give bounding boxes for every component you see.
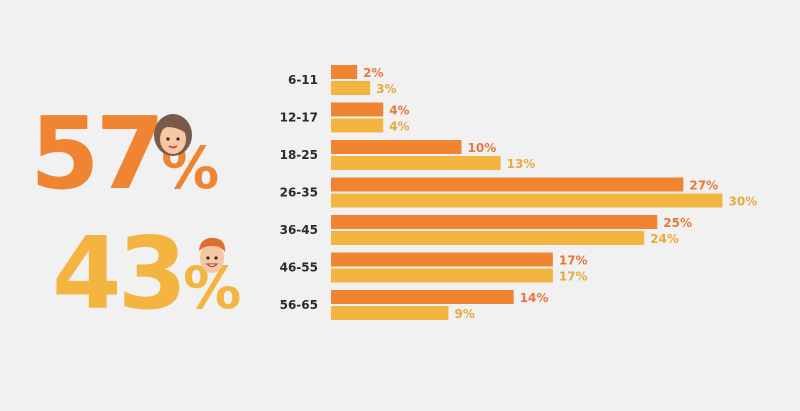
bar-18-25-series-1 bbox=[331, 140, 462, 154]
value-label-46-55-series-1: 17% bbox=[559, 254, 588, 268]
bar-56-65-series-2 bbox=[331, 306, 449, 320]
female-value: 57 bbox=[30, 95, 165, 212]
category-label-26-35: 26-35 bbox=[280, 186, 318, 200]
value-label-26-35-series-1: 27% bbox=[689, 179, 718, 193]
bar-46-55-series-1 bbox=[331, 252, 553, 267]
bar-36-45-series-2 bbox=[331, 231, 645, 245]
value-label-26-35-series-2: 30% bbox=[729, 195, 758, 209]
bar-12-17-series-1 bbox=[331, 102, 384, 117]
value-label-18-25-series-1: 10% bbox=[468, 141, 497, 155]
category-label-46-55: 46-55 bbox=[280, 261, 318, 275]
female-percentage: 57% bbox=[30, 104, 219, 204]
value-label-46-55-series-2: 17% bbox=[559, 270, 588, 284]
bar-46-55-series-2 bbox=[331, 268, 553, 283]
value-label-36-45-series-2: 24% bbox=[650, 232, 679, 246]
value-label-56-65-series-2: 9% bbox=[454, 307, 474, 321]
value-label-56-65-series-1: 14% bbox=[520, 291, 549, 305]
value-label-6-11-series-2: 3% bbox=[376, 82, 396, 96]
bar-36-45-series-1 bbox=[331, 215, 658, 229]
category-label-12-17: 12-17 bbox=[280, 111, 318, 125]
category-label-6-11: 6-11 bbox=[288, 73, 318, 87]
category-label-56-65: 56-65 bbox=[280, 298, 318, 312]
bar-6-11-series-1 bbox=[331, 65, 358, 79]
man-face-icon bbox=[199, 237, 226, 273]
male-value: 43 bbox=[52, 215, 187, 332]
value-label-6-11-series-1: 2% bbox=[363, 66, 383, 80]
value-label-36-45-series-1: 25% bbox=[663, 216, 692, 230]
woman-face-icon bbox=[154, 114, 192, 156]
value-label-12-17-series-1: 4% bbox=[389, 104, 409, 118]
bars-group: 6-11 2% 3% 12-17 4% 4% 18-25 10% 13% 26-35 27% 30% 3… bbox=[280, 65, 758, 321]
category-label-18-25: 18-25 bbox=[280, 148, 318, 162]
value-label-12-17-series-2: 4% bbox=[389, 120, 409, 134]
category-label-36-45: 36-45 bbox=[280, 223, 318, 237]
bar-26-35-series-2 bbox=[331, 193, 723, 208]
bar-6-11-series-2 bbox=[331, 81, 371, 95]
value-label-18-25-series-2: 13% bbox=[507, 157, 536, 171]
bar-26-35-series-1 bbox=[331, 177, 684, 192]
bar-56-65-series-1 bbox=[331, 290, 514, 304]
bar-12-17-series-2 bbox=[331, 118, 384, 133]
bar-18-25-series-2 bbox=[331, 156, 501, 170]
